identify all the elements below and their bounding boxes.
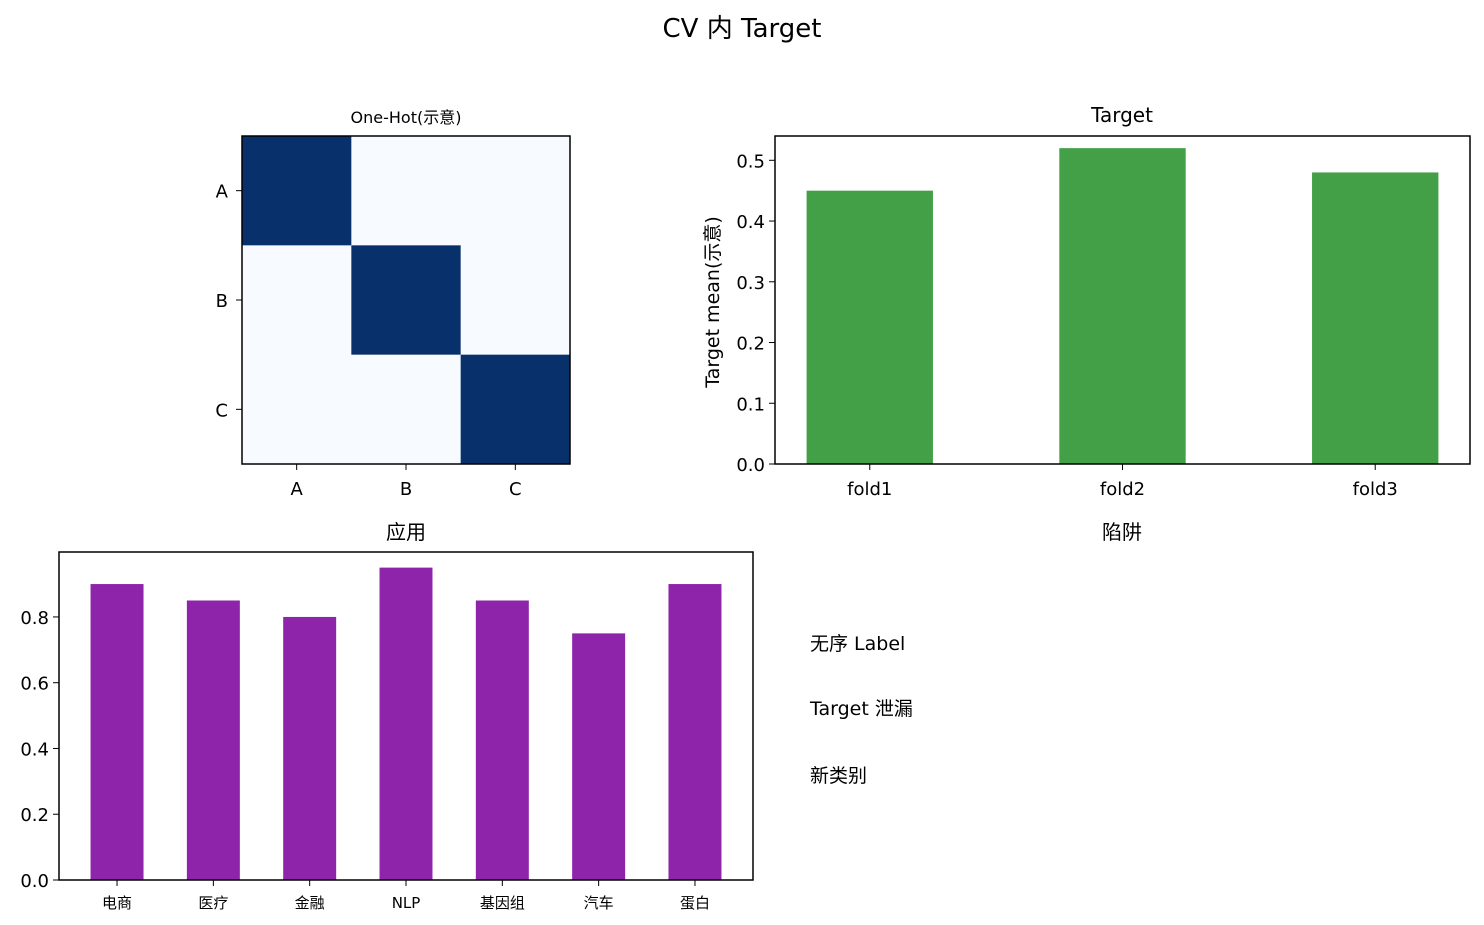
heatmap-cell-0-1 — [351, 136, 462, 246]
application-bar-frame — [58, 551, 754, 881]
target-ytick-label: 0.1 — [736, 394, 765, 415]
application-bar-item — [668, 584, 722, 880]
application-bar-item — [283, 616, 337, 880]
application-bar-item — [90, 584, 144, 880]
target-xtick-label: fold2 — [1100, 479, 1145, 500]
target-bar-ticks: fold1 fold2 fold3 0.0 0.1 0.2 0.3 0.4 0.5 — [736, 151, 1397, 500]
application-bar-ticks: 电商 医疗 金融 NLP 基因组 汽车 蛋白 0.0 0.2 0.4 0.6 0.8 — [20, 608, 710, 912]
heatmap-ytick-label: A — [216, 182, 229, 203]
application-xtick-label: 金融 — [295, 894, 325, 912]
target-ytick-label: 0.4 — [736, 212, 765, 233]
application-bar-bars — [90, 567, 722, 880]
target-ytick-label: 0.2 — [736, 334, 765, 355]
target-bar-bars — [806, 148, 1439, 465]
heatmap-ytick-label: B — [216, 291, 228, 312]
heatmap-xtick-label: C — [509, 479, 522, 500]
target-xtick-label: fold3 — [1353, 479, 1398, 500]
heatmap-xtick-label: A — [291, 479, 304, 500]
figure-suptitle: CV 内 Target — [663, 14, 822, 44]
heatmap-cell-2-2 — [460, 354, 571, 465]
target-bar-ylabel: Target mean(示意) — [702, 216, 724, 389]
application-xtick-label: 基因组 — [480, 894, 525, 912]
heatmap-cell-2-0 — [242, 354, 352, 465]
pitfall-item-target-leakage: Target 泄漏 — [809, 698, 913, 720]
application-xtick-label: 医疗 — [198, 894, 228, 912]
target-bar-fold1 — [806, 190, 933, 464]
application-bar-item — [186, 600, 240, 880]
application-ytick-label: 0.0 — [20, 871, 49, 892]
application-bar-title: 应用 — [386, 520, 426, 544]
onehot-heatmap-cells — [242, 136, 571, 465]
application-ytick-label: 0.4 — [20, 739, 49, 760]
application-xtick-label: 汽车 — [584, 894, 614, 912]
application-ytick-label: 0.8 — [20, 608, 49, 629]
onehot-heatmap-panel: One-Hot(示意) A B C A B C — [215, 108, 571, 500]
heatmap-xtick-label: B — [400, 479, 412, 500]
pitfalls-title: 陷阱 — [1102, 520, 1142, 544]
application-xtick-label: NLP — [392, 894, 421, 912]
application-xtick-label: 电商 — [102, 894, 132, 912]
heatmap-cell-1-0 — [242, 245, 352, 356]
target-ytick-label: 0.5 — [736, 151, 765, 172]
heatmap-ytick-label: C — [215, 400, 228, 421]
application-ytick-label: 0.6 — [20, 674, 49, 695]
application-bar-item — [572, 633, 626, 880]
target-bar-fold2 — [1059, 148, 1186, 465]
heatmap-cell-2-1 — [351, 354, 462, 465]
pitfall-item-new-category: 新类别 — [810, 765, 867, 787]
target-bar-panel: Target fold1 fold2 fold3 0.0 0.1 0.2 0.3 0.4 0.5… — [702, 103, 1471, 500]
target-ytick-label: 0.3 — [736, 273, 765, 294]
heatmap-cell-1-2 — [460, 245, 571, 356]
onehot-heatmap-frame — [241, 135, 571, 465]
application-xtick-label: 蛋白 — [680, 894, 710, 912]
pitfalls-panel: 陷阱 无序 Label Target 泄漏 新类别 — [809, 520, 1142, 787]
target-bar-fold3 — [1312, 172, 1439, 464]
target-xtick-label: fold1 — [847, 479, 892, 500]
application-ytick-label: 0.2 — [20, 805, 49, 826]
application-bar-panel: 应用 电商 医疗 金融 NLP 基因组 汽车 蛋白 0.0 0.2 0.4 0.6 0.8 — [20, 520, 754, 912]
onehot-heatmap-title: One-Hot(示意) — [351, 108, 462, 127]
target-bar-title: Target — [1090, 103, 1153, 127]
heatmap-cell-1-1 — [351, 245, 462, 356]
application-bar-nlp — [379, 567, 433, 880]
target-bar-frame — [774, 135, 1471, 465]
target-ytick-label: 0.0 — [736, 455, 765, 476]
application-bar-item — [475, 600, 529, 880]
heatmap-cell-0-2 — [460, 136, 571, 246]
heatmap-cell-0-0 — [242, 136, 352, 246]
onehot-heatmap-ticks: A B C A B C — [215, 182, 521, 500]
pitfall-item-unordered-label: 无序 Label — [810, 633, 905, 655]
